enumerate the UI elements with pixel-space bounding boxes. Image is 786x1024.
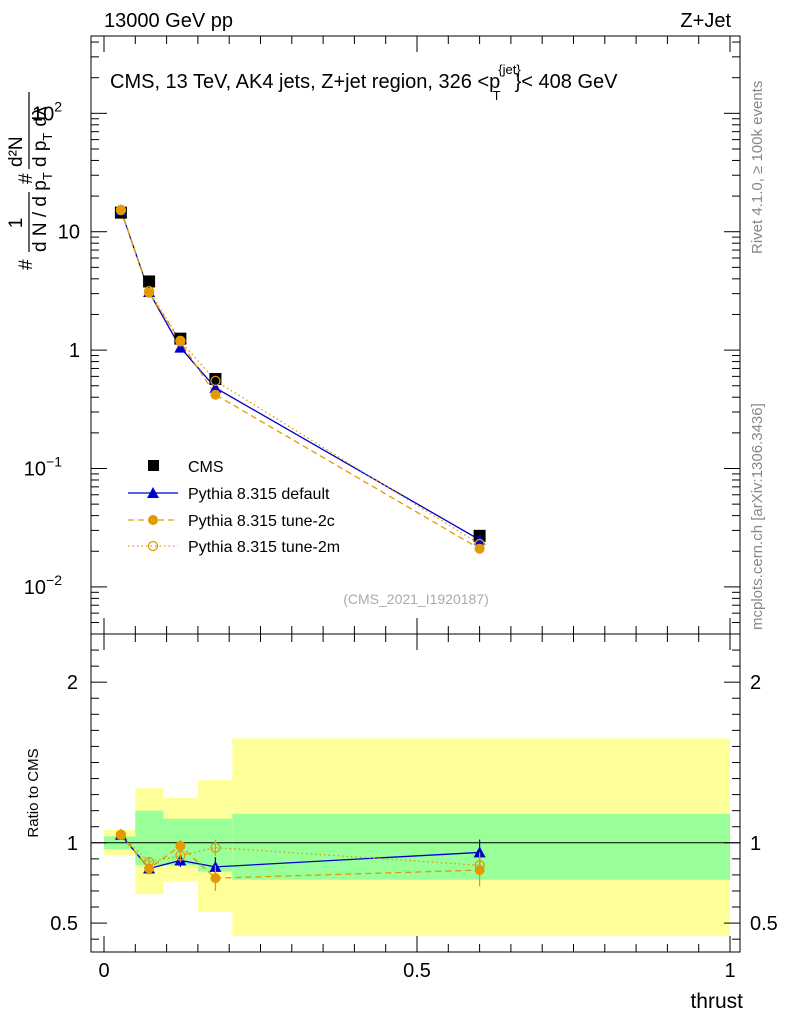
legend-label-pythia-tune-2c: Pythia 8.315 tune-2c xyxy=(188,513,335,530)
ratio-y-tick-label-0.5: 0.5 xyxy=(50,913,78,935)
main-point-cms xyxy=(209,373,222,386)
svg-text:d²N: d²N xyxy=(6,136,27,167)
x-axis-label: thrust xyxy=(690,990,743,1013)
main-point-pythia-8-315-tune-2m xyxy=(115,204,127,216)
ratio-point-pythia-8-315-tune-2m xyxy=(143,856,155,868)
ratio-uncertainty-bands xyxy=(104,738,730,936)
svg-text:1: 1 xyxy=(6,218,27,229)
chart-title: CMS, 13 TeV, AK4 jets, Z+jet region, 326… xyxy=(110,62,618,103)
main-y-axis-label: # 1 d N / d pT # d²N d pTdλ xyxy=(6,92,55,270)
main-y-tick-labels: 102 10 1 10−1 10−2 xyxy=(24,98,80,599)
svg-text:#: # xyxy=(16,173,37,184)
main-point-pythia-8-315-tune-2c xyxy=(115,205,126,216)
legend: CMS Pythia 8.315 default Pythia 8.315 tu… xyxy=(128,459,340,556)
legend-marker-cms xyxy=(148,460,159,471)
main-point-pythia-8-315-tune-2m xyxy=(474,538,485,550)
ratio-point-pythia-8-315-default xyxy=(473,846,486,858)
main-panel: 102 10 1 10−1 10−2 CMS, 13 TeV, AK4 jets… xyxy=(6,35,741,635)
y-tick-label-0.1: 10−1 xyxy=(24,453,62,480)
ratio-point-pythia-8-315-tune-2m xyxy=(474,860,485,871)
header-left: 13000 GeV pp xyxy=(104,10,233,32)
ratio-series-group xyxy=(114,828,486,891)
legend-marker-pythia-default xyxy=(147,487,159,498)
ratio-panel: 0.5 1 2 0.5 1 2 0 0.5 1 thrust Ratio to … xyxy=(25,633,778,1013)
main-point-pythia-8-315-default xyxy=(174,341,187,353)
ratio-point-pythia-8-315-tune-2m xyxy=(115,829,127,840)
header-right: Z+Jet xyxy=(680,10,731,32)
ratio-y-tick-label-1: 1 xyxy=(67,833,78,855)
mcplots-text: mcplots.cern.ch [arXiv:1306.3436] xyxy=(749,403,766,630)
y-tick-label-10: 10 xyxy=(58,222,80,244)
ratio-y-tick-label-right-0.5: 0.5 xyxy=(750,913,778,935)
ratio-panel-frame xyxy=(90,633,741,953)
main-point-pythia-8-315-tune-2m xyxy=(210,375,221,386)
ratio-point-pythia-8-315-tune-2m xyxy=(210,842,221,853)
legend-marker-pythia-tune-2c xyxy=(148,515,158,525)
y-tick-label-100: 102 xyxy=(32,98,62,125)
main-point-pythia-8-315-default xyxy=(209,381,222,393)
rivet-version-text: Rivet 4.1.0, ≥ 100k events xyxy=(749,81,766,254)
legend-entry-pythia-default: Pythia 8.315 default xyxy=(128,486,330,503)
ratio-y-tick-label-right-2: 2 xyxy=(750,672,761,694)
ratio-inner-band xyxy=(135,810,164,866)
ratio-y-tick-label-right-1: 1 xyxy=(750,833,761,855)
svg-text:d N / d pT: d N / d pT xyxy=(30,172,55,252)
main-series-group xyxy=(114,204,486,554)
svg-text:d pTdλ: d pTdλ xyxy=(30,106,55,167)
svg-text:#: # xyxy=(16,259,37,270)
x-tick-label-0.5: 0.5 xyxy=(403,960,431,982)
ratio-point-pythia-8-315-tune-2m xyxy=(175,850,186,861)
y-tick-label-0.01: 10−2 xyxy=(24,572,62,599)
legend-label-pythia-tune-2m: Pythia 8.315 tune-2m xyxy=(188,539,340,556)
x-tick-label-1: 1 xyxy=(724,960,735,982)
ratio-point-pythia-8-315-tune-2c xyxy=(210,873,221,884)
legend-entry-pythia-tune-2m: Pythia 8.315 tune-2m xyxy=(128,539,340,556)
legend-entry-cms: CMS xyxy=(148,459,224,476)
main-point-cms xyxy=(143,275,156,288)
y-tick-label-1: 1 xyxy=(69,340,80,362)
legend-entry-pythia-tune-2c: Pythia 8.315 tune-2c xyxy=(128,513,335,530)
main-point-pythia-8-315-tune-2m xyxy=(143,285,155,297)
ratio-ticks xyxy=(91,634,740,952)
main-point-pythia-8-315-tune-2m xyxy=(175,335,186,346)
analysis-watermark: (CMS_2021_I1920187) xyxy=(343,591,489,607)
main-point-pythia-8-315-tune-2c xyxy=(210,389,221,400)
ratio-point-pythia-8-315-tune-2c xyxy=(175,841,186,851)
legend-marker-pythia-tune-2m xyxy=(147,540,159,552)
ratio-y-tick-label-2: 2 xyxy=(67,672,78,694)
legend-label-pythia-default: Pythia 8.315 default xyxy=(188,486,330,503)
ratio-y-axis-label: Ratio to CMS xyxy=(25,748,42,837)
legend-label-cms: CMS xyxy=(188,459,224,476)
x-tick-label-0: 0 xyxy=(98,960,109,982)
main-y-ticks xyxy=(91,36,740,635)
